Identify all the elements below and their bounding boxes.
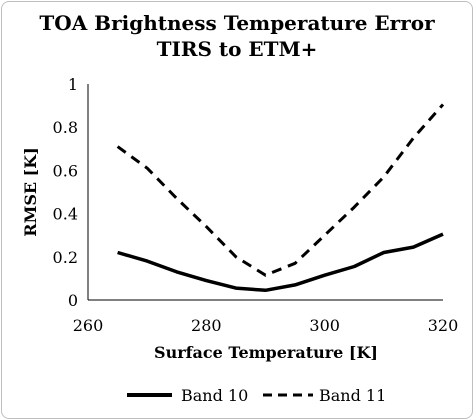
- legend-label-band-10: Band 10: [181, 386, 248, 405]
- series-line-band-10: [117, 232, 444, 293]
- chart-title: TOA Brightness Temperature Error: [39, 11, 435, 35]
- y-tick-labels: 0 0.2 0.4 0.6 0.8 1: [53, 75, 78, 310]
- y-tick-label: 0.4: [53, 205, 78, 224]
- y-tick-label: 0.6: [53, 161, 78, 180]
- y-axis-label: RMSE [K]: [21, 147, 40, 236]
- y-tick-label: 0.2: [53, 248, 78, 267]
- x-tick-label: 260: [73, 316, 104, 335]
- series-line-band-11: [116, 103, 445, 277]
- legend: Band 10 Band 11: [127, 386, 386, 405]
- chart-subtitle: TIRS to ETM+: [157, 37, 318, 61]
- x-tick-label: 300: [309, 316, 340, 335]
- x-axis-label: Surface Temperature [K]: [154, 343, 378, 362]
- y-tick-label: 0.8: [53, 118, 78, 137]
- x-tick-label: 280: [191, 316, 222, 335]
- legend-label-band-11: Band 11: [319, 386, 386, 405]
- y-tick-label: 1: [68, 75, 78, 94]
- x-tick-labels: 260 280 300 320: [73, 316, 459, 335]
- y-tick-label: 0: [68, 291, 78, 310]
- series-group: [116, 103, 445, 293]
- x-tick-label: 320: [428, 316, 459, 335]
